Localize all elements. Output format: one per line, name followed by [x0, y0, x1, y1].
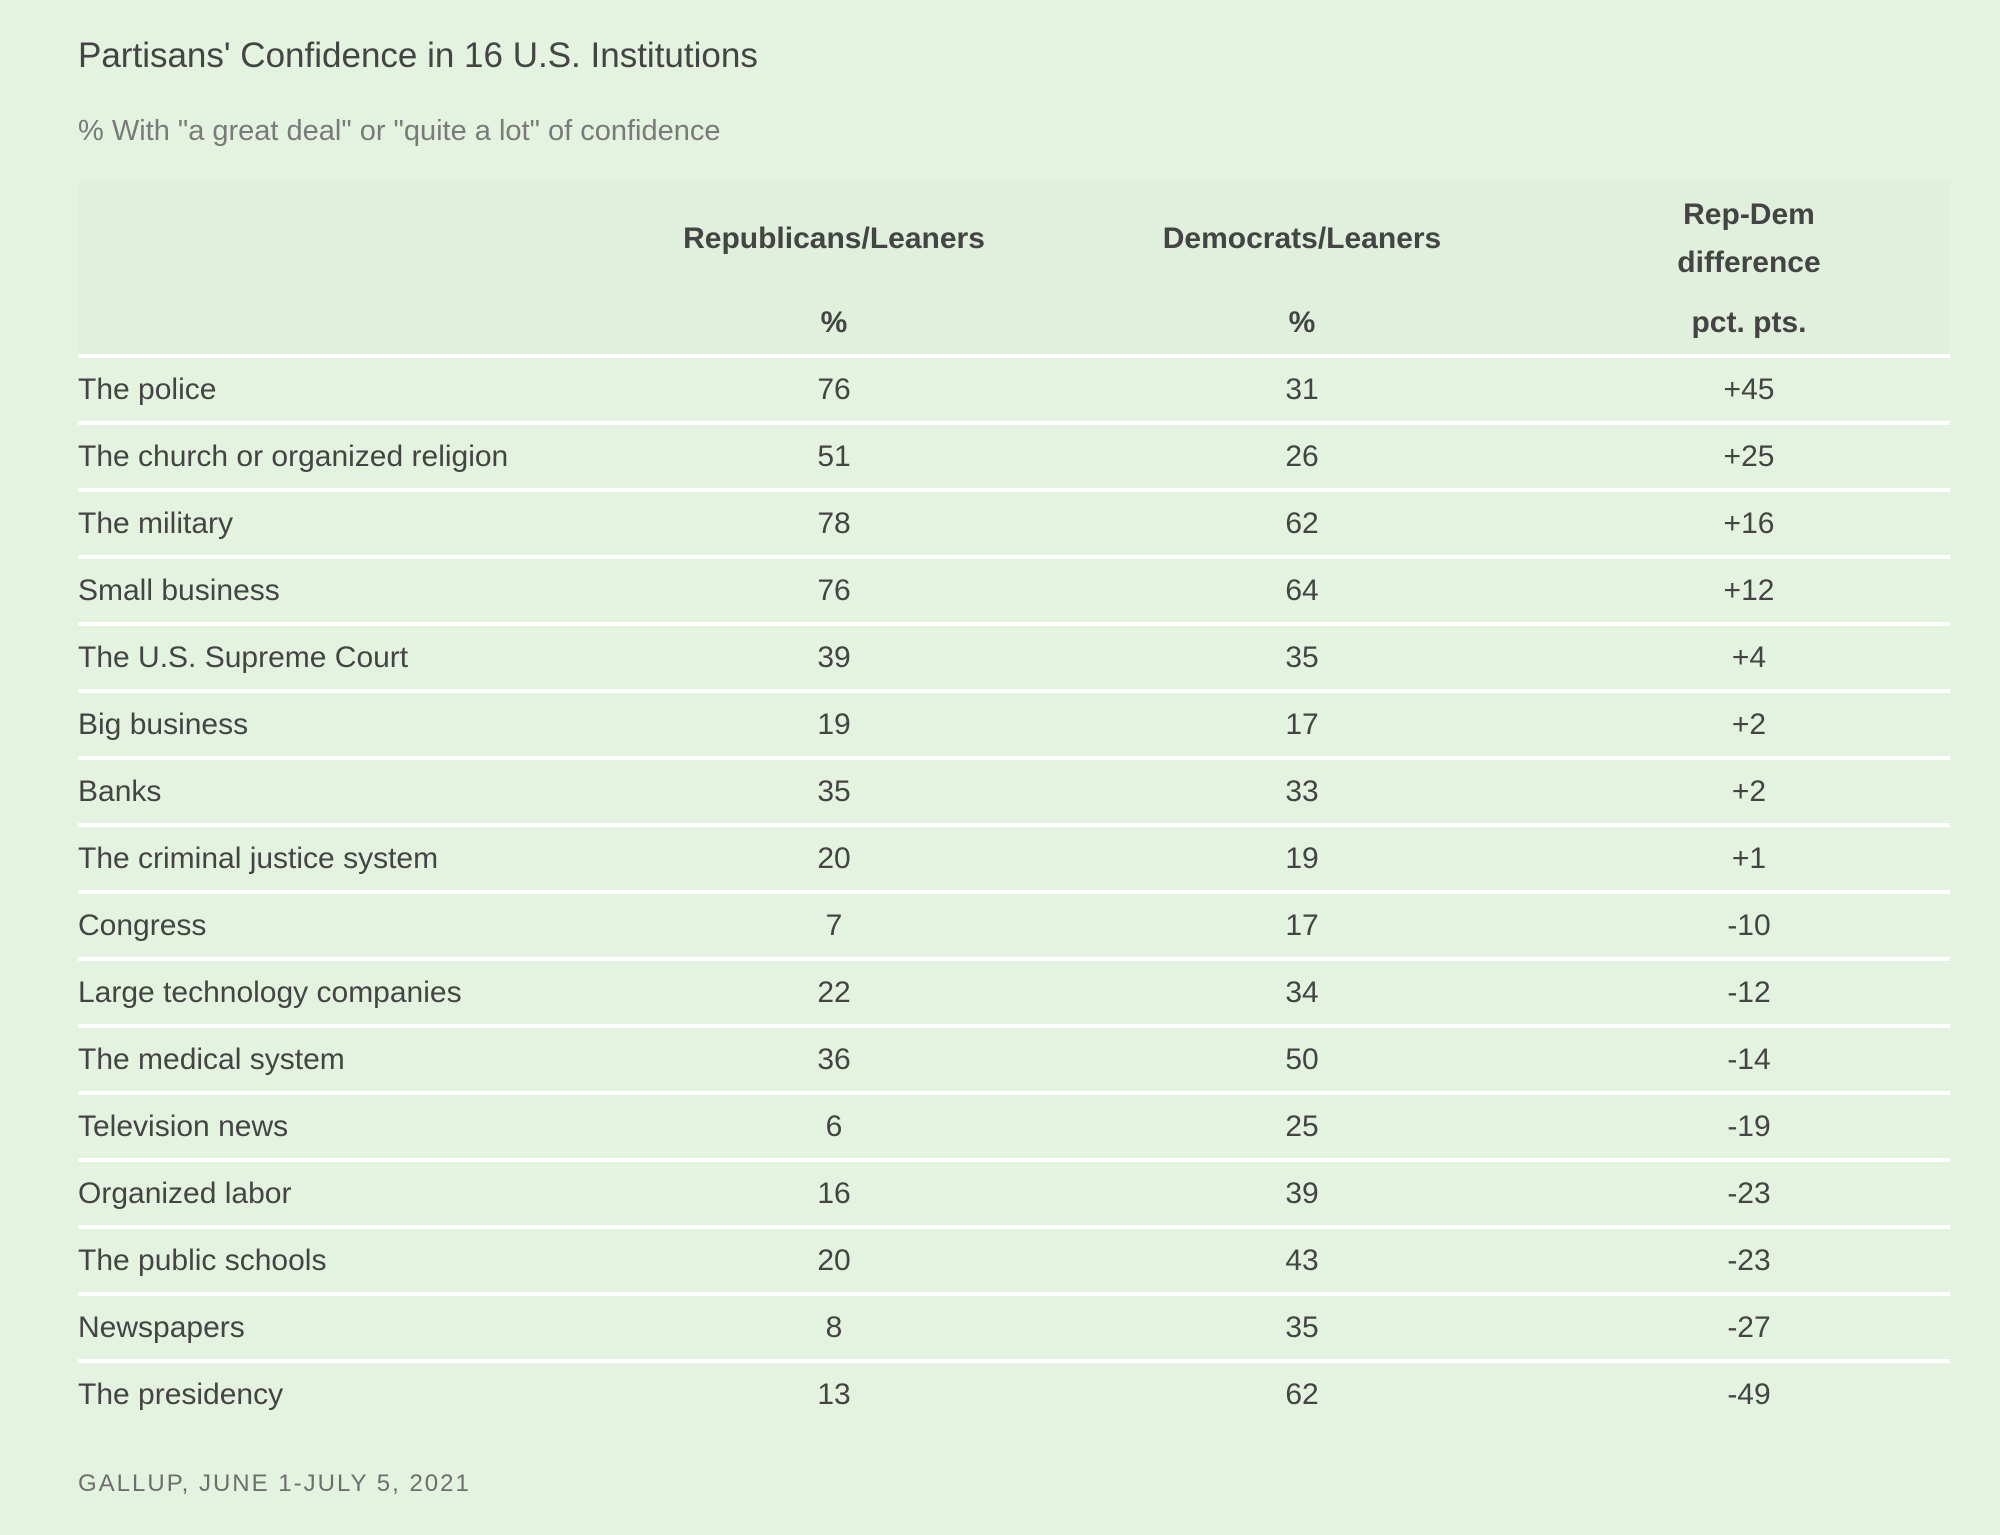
- header-unit-democrats: %: [1056, 298, 1548, 358]
- democrats-value: 31: [1056, 356, 1548, 425]
- democrats-value: 17: [1056, 892, 1548, 961]
- democrats-value: 35: [1056, 624, 1548, 693]
- institution-label: Television news: [78, 1093, 612, 1162]
- table-row: Small business 76 64 +12: [78, 557, 1950, 626]
- republicans-value: 76: [612, 557, 1056, 626]
- confidence-table: Republicans/Leaners Democrats/Leaners Re…: [78, 180, 1950, 1426]
- table-row: The criminal justice system 20 19 +1: [78, 825, 1950, 894]
- democrats-value: 26: [1056, 423, 1548, 492]
- table-row: The medical system 36 50 -14: [78, 1026, 1950, 1095]
- democrats-value: 50: [1056, 1026, 1548, 1095]
- republicans-value: 7: [612, 892, 1056, 961]
- difference-value: -10: [1548, 892, 1950, 961]
- republicans-value: 13: [817, 1377, 851, 1411]
- difference-value: -27: [1548, 1294, 1950, 1363]
- chart-title: Partisans' Confidence in 16 U.S. Institu…: [78, 36, 758, 75]
- republicans-value: 20: [612, 1227, 1056, 1296]
- democrats-value: 19: [1056, 825, 1548, 894]
- republicans-value: 76: [612, 356, 1056, 425]
- institution-label: The U.S. Supreme Court: [78, 624, 612, 693]
- republicans-value: 8: [612, 1294, 1056, 1363]
- table-row: Congress 7 17 -10: [78, 892, 1950, 961]
- source-note: GALLUP, JUNE 1-JULY 5, 2021: [78, 1470, 471, 1497]
- table-row: The U.S. Supreme Court 39 35 +4: [78, 624, 1950, 693]
- header-difference: Rep-Dem difference: [1548, 180, 1950, 298]
- table-row: Big business 19 17 +2: [78, 691, 1950, 760]
- difference-value: -19: [1548, 1093, 1950, 1162]
- difference-value: +2: [1548, 691, 1950, 760]
- header-difference-line1: Rep-Dem: [1683, 198, 1815, 231]
- republicans-value: 39: [612, 624, 1056, 693]
- difference-value: -23: [1548, 1160, 1950, 1229]
- header-row-units: % % pct. pts.: [78, 298, 1950, 358]
- table-row: The police 76 31 +45: [78, 356, 1950, 425]
- difference-value: +4: [1548, 624, 1950, 693]
- republicans-value: 35: [612, 758, 1056, 827]
- header-republicans: Republicans/Leaners: [612, 180, 1056, 298]
- democrats-value: 25: [1056, 1093, 1548, 1162]
- difference-value: -49: [1727, 1377, 1771, 1411]
- democrats-value: 64: [1056, 557, 1548, 626]
- democrats-value: 39: [1056, 1160, 1548, 1229]
- difference-value: -23: [1548, 1227, 1950, 1296]
- difference-value: -14: [1548, 1026, 1950, 1095]
- republicans-value: 22: [612, 959, 1056, 1028]
- democrats-value: 62: [1056, 490, 1548, 559]
- header-row-names: Republicans/Leaners Democrats/Leaners Re…: [78, 180, 1950, 298]
- democrats-value: 34: [1056, 959, 1548, 1028]
- difference-value: +16: [1548, 490, 1950, 559]
- democrats-value: 33: [1056, 758, 1548, 827]
- difference-value: +1: [1548, 825, 1950, 894]
- institution-label: Banks: [78, 758, 612, 827]
- header-democrats: Democrats/Leaners: [1056, 180, 1548, 298]
- difference-value: +12: [1548, 557, 1950, 626]
- institution-label: Organized labor: [78, 1160, 612, 1229]
- table-row: Newspapers 8 35 -27: [78, 1294, 1950, 1363]
- republicans-value: 16: [612, 1160, 1056, 1229]
- republicans-value: 78: [612, 490, 1056, 559]
- institution-label: Big business: [78, 691, 612, 760]
- democrats-value: 62: [1285, 1377, 1319, 1411]
- table-body: The police 76 31 +45 The church or organized…: [78, 356, 1950, 1426]
- institution-label: Newspapers: [78, 1294, 612, 1363]
- table-row: The presidency 13 62 -49: [78, 1361, 1950, 1426]
- header-empty: [78, 180, 612, 298]
- difference-value: +2: [1548, 758, 1950, 827]
- republicans-value: 20: [612, 825, 1056, 894]
- table-header: Republicans/Leaners Democrats/Leaners Re…: [78, 180, 1950, 358]
- institution-label: Congress: [78, 892, 612, 961]
- header-difference-line2: difference: [1677, 246, 1821, 279]
- table-row: Banks 35 33 +2: [78, 758, 1950, 827]
- institution-label: The military: [78, 490, 612, 559]
- table-row: Large technology companies 22 34 -12: [78, 959, 1950, 1028]
- institution-label: The police: [78, 356, 612, 425]
- institution-label: The criminal justice system: [78, 825, 612, 894]
- institution-label: The church or organized religion: [78, 423, 612, 492]
- institution-label: Large technology companies: [78, 959, 612, 1028]
- institution-label: The public schools: [78, 1227, 612, 1296]
- republicans-value: 6: [612, 1093, 1056, 1162]
- republicans-value: 36: [612, 1026, 1056, 1095]
- difference-value: -12: [1548, 959, 1950, 1028]
- democrats-value: 35: [1056, 1294, 1548, 1363]
- table-row: Television news 6 25 -19: [78, 1093, 1950, 1162]
- header-unit-republicans: %: [612, 298, 1056, 358]
- table-row: The military 78 62 +16: [78, 490, 1950, 559]
- institution-label: The medical system: [78, 1026, 612, 1095]
- democrats-value: 43: [1056, 1227, 1548, 1296]
- democrats-value: 17: [1056, 691, 1548, 760]
- republicans-value: 19: [612, 691, 1056, 760]
- table-row: The church or organized religion 51 26 +25: [78, 423, 1950, 492]
- chart-subtitle: % With "a great deal" or "quite a lot" o…: [78, 115, 721, 147]
- republicans-value: 51: [612, 423, 1056, 492]
- institution-label: Small business: [78, 557, 612, 626]
- difference-value: +45: [1548, 356, 1950, 425]
- table-row: Organized labor 16 39 -23: [78, 1160, 1950, 1229]
- difference-value: +25: [1548, 423, 1950, 492]
- table-row: The public schools 20 43 -23: [78, 1227, 1950, 1296]
- header-unit-empty: [78, 298, 612, 358]
- institution-label: The presidency: [78, 1377, 284, 1411]
- header-unit-difference: pct. pts.: [1548, 298, 1950, 358]
